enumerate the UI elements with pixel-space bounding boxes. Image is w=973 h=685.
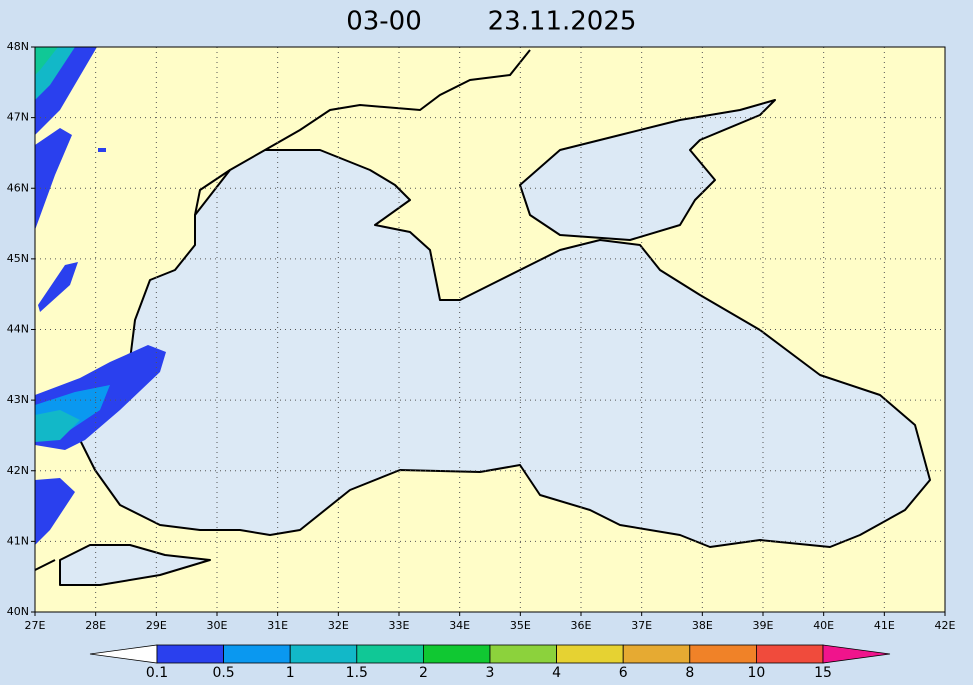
lat-label: 47N — [7, 111, 29, 124]
colorbar-segment — [422, 644, 491, 664]
map-frame — [34, 46, 946, 613]
lon-label: 40E — [813, 619, 834, 632]
grid — [31, 46, 946, 616]
precip-area — [35, 478, 75, 545]
colorbar-segment — [622, 644, 691, 664]
time-label: 03-00 — [346, 7, 422, 37]
precip-area — [98, 148, 106, 152]
colorbar-label: 2 — [419, 665, 428, 681]
colorbar-label: 10 — [747, 665, 765, 681]
date-label: 23.11.2025 — [488, 7, 637, 37]
colorbar-segment — [756, 644, 824, 664]
lat-label: 45N — [7, 252, 29, 265]
lon-label: 41E — [874, 619, 895, 632]
colorbar-segment — [556, 644, 624, 664]
lat-label: 41N — [7, 534, 29, 547]
precip-area — [35, 47, 58, 75]
colorbar-label: 0.5 — [212, 665, 234, 681]
lon-label: 29E — [146, 619, 167, 632]
colorbar-label: 6 — [619, 665, 628, 681]
colorbar-label: 4 — [552, 665, 561, 681]
precip-area — [38, 262, 78, 312]
lon-label: 30E — [207, 619, 228, 632]
colorbar: 0.1 0.5 1 1.5 2 3 4 6 8 10 15 — [89, 644, 891, 681]
lon-label: 28E — [85, 619, 106, 632]
colorbar-label: 1 — [286, 665, 295, 681]
colorbar-segment — [689, 644, 757, 664]
lon-label: 38E — [692, 619, 713, 632]
lat-label: 43N — [7, 393, 29, 406]
colorbar-segment — [156, 644, 224, 664]
lon-label: 27E — [25, 619, 46, 632]
lon-label: 32E — [328, 619, 349, 632]
sea-of-azov — [519, 99, 776, 241]
lon-label: 33E — [389, 619, 410, 632]
colorbar-label: 8 — [685, 665, 694, 681]
colorbar-label: 3 — [486, 665, 495, 681]
sea-of-marmara — [59, 544, 211, 586]
colorbar-segment — [223, 644, 291, 664]
lon-label: 35E — [510, 619, 531, 632]
lat-label: 42N — [7, 464, 29, 477]
map-area — [31, 46, 946, 616]
lon-label: 42E — [935, 619, 956, 632]
colorbar-label: 0.1 — [146, 665, 168, 681]
lon-label: 37E — [631, 619, 652, 632]
colorbar-label: 15 — [814, 665, 832, 681]
lon-label: 39E — [753, 619, 774, 632]
colorbar-label: 1.5 — [346, 665, 368, 681]
coastline — [34, 49, 531, 571]
lon-label: 36E — [571, 619, 592, 632]
lat-label: 40N — [7, 605, 29, 618]
precip-area — [35, 128, 72, 230]
precip-area — [35, 410, 80, 442]
precipitation — [35, 47, 166, 545]
colorbar-segment — [489, 644, 557, 664]
lat-label: 44N — [7, 323, 29, 336]
colorbar-segment — [356, 644, 424, 664]
lat-label: 46N — [7, 181, 29, 194]
colorbar-segment — [289, 644, 358, 664]
lon-label: 34E — [449, 619, 470, 632]
black-sea — [79, 149, 931, 548]
colorbar-segment — [822, 644, 891, 664]
lat-label: 48N — [7, 40, 29, 53]
lon-label: 31E — [267, 619, 288, 632]
